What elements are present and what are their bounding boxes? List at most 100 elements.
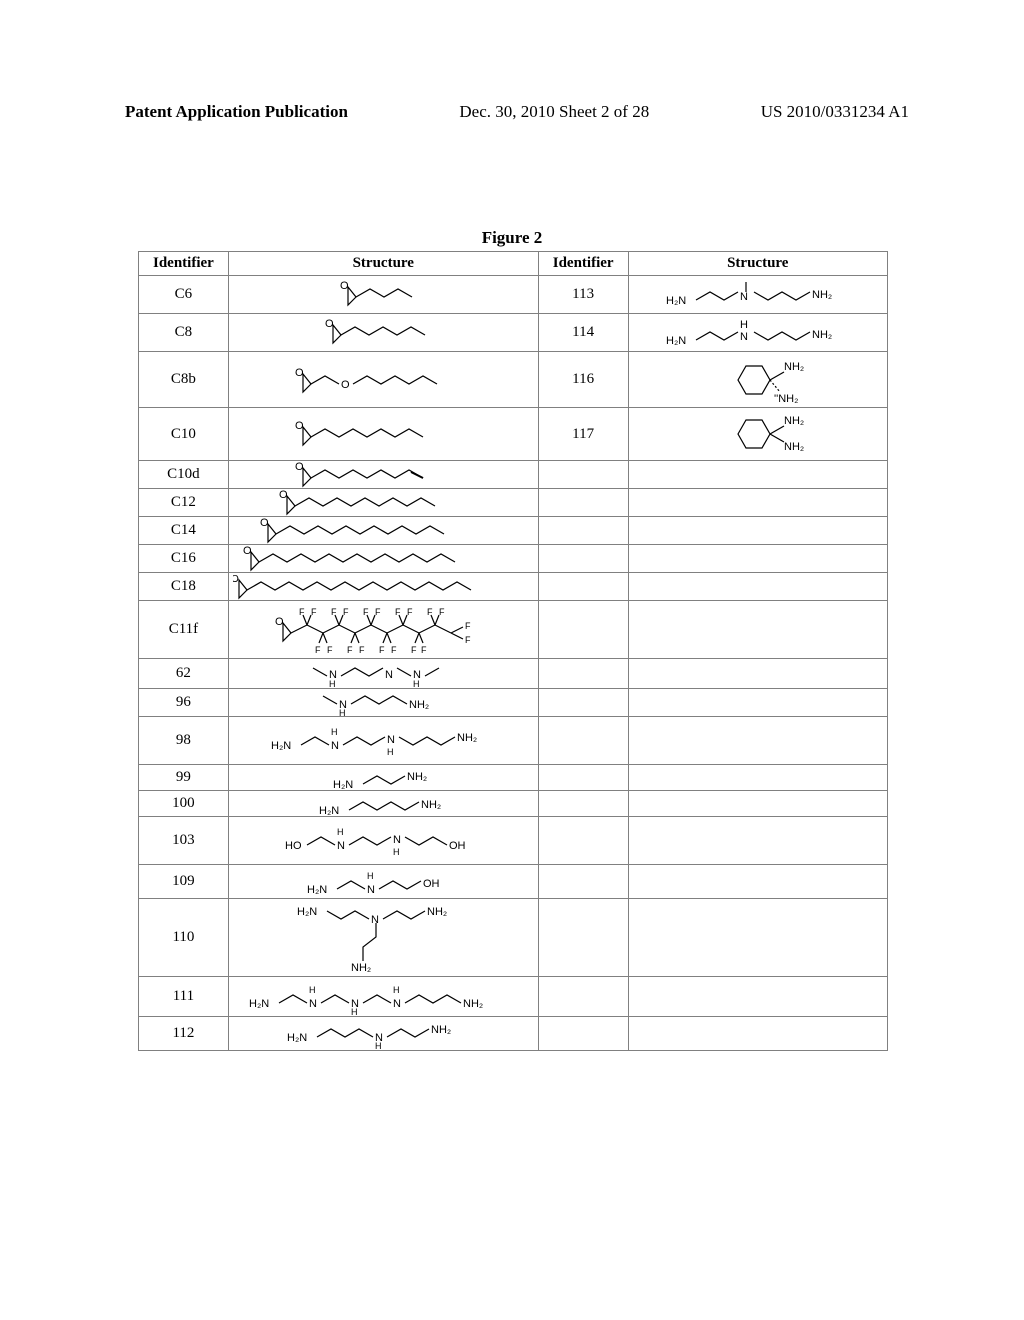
structure-cell: H₂N N NH₂ — [628, 276, 887, 314]
table-row: 110 H₂N N NH₂ NH₂ — [139, 899, 888, 977]
svg-text:F: F — [359, 645, 365, 655]
identifier-cell — [538, 791, 628, 817]
identifier-cell: C11f — [139, 601, 229, 659]
svg-text:F: F — [407, 607, 413, 617]
structure-cell: O — [228, 314, 538, 352]
figure-label: Figure 2 — [0, 228, 1024, 248]
header-left: Patent Application Publication — [125, 102, 348, 122]
svg-text:N: N — [367, 884, 375, 896]
identifier-cell — [538, 689, 628, 717]
col-structure-1: Structure — [228, 252, 538, 276]
svg-text:H: H — [337, 827, 344, 837]
structure-c12: O — [273, 490, 493, 516]
table-row: C16 O — [139, 545, 888, 573]
structure-109: H₂N N H OH — [293, 867, 473, 897]
structure-cell: H₂N N NH₂ NH₂ — [228, 899, 538, 977]
structure-cell: N H N N H — [228, 659, 538, 689]
identifier-cell: C8 — [139, 314, 229, 352]
svg-text:F: F — [421, 645, 427, 655]
svg-text:F: F — [311, 607, 317, 617]
svg-text:F: F — [395, 607, 401, 617]
identifier-cell: 116 — [538, 352, 628, 408]
svg-text:N: N — [331, 740, 339, 752]
identifier-cell: 111 — [139, 977, 229, 1017]
identifier-cell: 109 — [139, 865, 229, 899]
header-right: US 2010/0331234 A1 — [761, 102, 909, 122]
svg-text:H₂N: H₂N — [319, 805, 339, 816]
svg-text:''NH₂: ''NH₂ — [774, 393, 798, 405]
svg-text:N: N — [371, 914, 379, 926]
structure-cell — [628, 977, 887, 1017]
table-row: 100 H₂N NH₂ — [139, 791, 888, 817]
identifier-cell: C18 — [139, 573, 229, 601]
structure-cell: H₂N N H NH₂ — [628, 314, 887, 352]
svg-text:H: H — [309, 985, 316, 995]
table-row: 103 HO N H N H OH — [139, 817, 888, 865]
svg-text:O: O — [275, 616, 284, 628]
svg-text:F: F — [299, 607, 305, 617]
svg-text:O: O — [295, 462, 304, 473]
structure-cell — [628, 601, 887, 659]
svg-text:N: N — [337, 840, 345, 852]
structure-cell — [628, 659, 887, 689]
svg-text:O: O — [260, 518, 269, 529]
structure-62: N H N N H — [293, 660, 473, 688]
identifier-cell: C12 — [139, 489, 229, 517]
svg-text:N: N — [740, 291, 748, 303]
identifier-cell — [538, 977, 628, 1017]
structure-112: H₂N N H NH₂ — [273, 1019, 493, 1049]
page-header: Patent Application Publication Dec. 30, … — [125, 102, 909, 122]
identifier-cell: C10 — [139, 408, 229, 461]
table-row: 96 N H NH₂ — [139, 689, 888, 717]
structure-cell — [628, 765, 887, 791]
identifier-cell — [538, 765, 628, 791]
svg-text:H₂N: H₂N — [249, 998, 269, 1010]
svg-text:F: F — [379, 645, 385, 655]
structure-cell — [628, 461, 887, 489]
identifier-cell: 112 — [139, 1017, 229, 1051]
structure-c16: O — [243, 546, 523, 572]
svg-text:H₂N: H₂N — [297, 906, 317, 918]
svg-text:F: F — [427, 607, 433, 617]
structure-cell — [628, 791, 887, 817]
svg-text:N: N — [385, 669, 393, 681]
svg-text:N: N — [309, 998, 317, 1010]
svg-text:NH₂: NH₂ — [407, 771, 427, 783]
identifier-cell: C6 — [139, 276, 229, 314]
svg-text:F: F — [315, 645, 321, 655]
identifier-cell — [538, 545, 628, 573]
svg-text:N: N — [740, 331, 748, 343]
structure-cell: O — [228, 573, 538, 601]
svg-text:F: F — [331, 607, 337, 617]
identifier-cell: C8b — [139, 352, 229, 408]
svg-text:H: H — [351, 1007, 358, 1015]
identifier-cell — [538, 601, 628, 659]
svg-text:O: O — [341, 379, 350, 391]
structure-cell — [628, 899, 887, 977]
identifier-cell: 100 — [139, 791, 229, 817]
identifier-cell — [538, 899, 628, 977]
table-row: C14 O — [139, 517, 888, 545]
svg-text:H: H — [331, 727, 338, 737]
identifier-cell: 103 — [139, 817, 229, 865]
table-row: 98 H₂N N H N H NH₂ — [139, 717, 888, 765]
table-row: C18 O — [139, 573, 888, 601]
svg-text:F: F — [343, 607, 349, 617]
svg-text:NH₂: NH₂ — [409, 699, 429, 711]
identifier-cell — [538, 717, 628, 765]
svg-text:NH₂: NH₂ — [784, 361, 804, 373]
svg-text:F: F — [439, 607, 445, 617]
structure-c10: O — [283, 417, 483, 451]
identifier-cell: 96 — [139, 689, 229, 717]
svg-text:F: F — [363, 607, 369, 617]
identifier-cell: 113 — [538, 276, 628, 314]
structure-cell: O — [228, 276, 538, 314]
svg-text:NH₂: NH₂ — [812, 329, 832, 341]
structure-cell: H₂N N H N H N H NH₂ — [228, 977, 538, 1017]
svg-text:H: H — [413, 679, 420, 688]
svg-text:H₂N: H₂N — [333, 779, 353, 790]
structure-110: H₂N N NH₂ NH₂ — [283, 901, 483, 975]
structure-100: H₂N NH₂ — [303, 792, 463, 816]
svg-text:NH₂: NH₂ — [351, 962, 371, 974]
svg-text:OH: OH — [449, 840, 466, 852]
